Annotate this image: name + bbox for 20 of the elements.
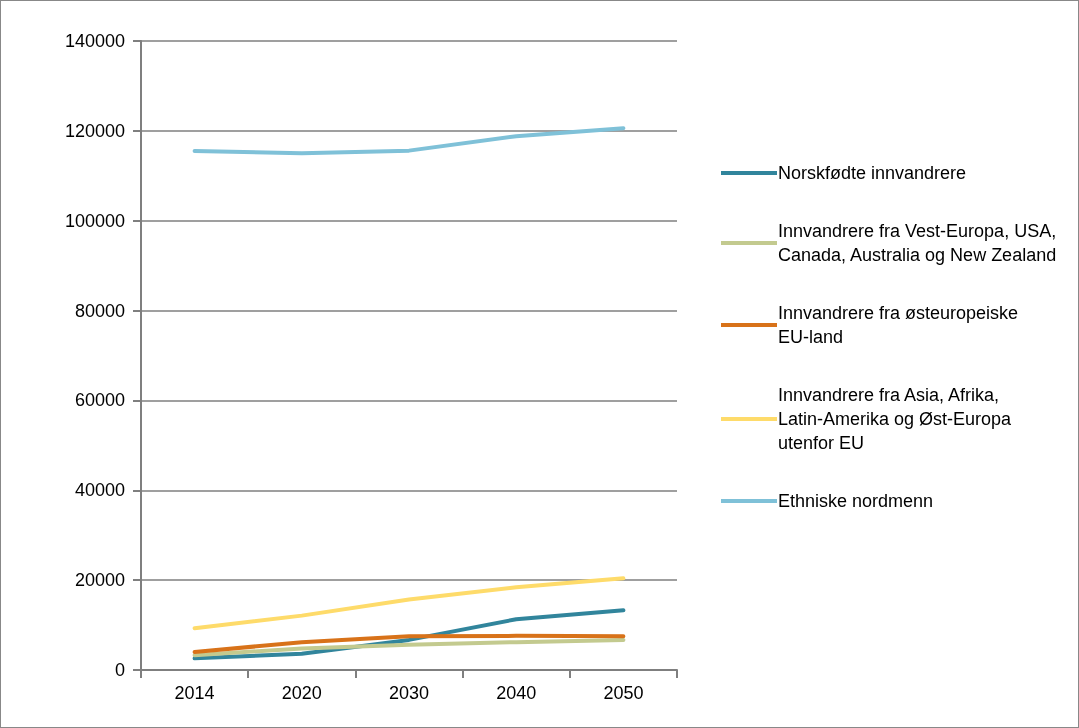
y-tick-label: 40000 [74, 480, 125, 501]
x-tick-label: 2030 [388, 683, 430, 703]
x-tick-label: 2014 [174, 683, 215, 703]
legend-label: Ethniske nordmenn [778, 491, 934, 511]
y-tick-label: 100000 [64, 210, 125, 231]
x-tick-label: 2040 [496, 683, 537, 703]
y-tick-label: 0 [114, 660, 125, 680]
y-tick-label: 120000 [64, 120, 125, 141]
line-series [192, 126, 626, 156]
legend-label: Innvandrere fra østeuropeiske EU-land [778, 303, 1024, 347]
y-tick-label: 60000 [74, 390, 125, 411]
legend-label: Norskfødte innvandrere [778, 163, 967, 183]
x-tick-label: 2020 [281, 683, 322, 703]
legend-label: Innvandrere fra Asia, Afrika, Latin-Amerika og Øst-Europa utenfor EU [778, 385, 1017, 453]
x-tick-label: 2050 [603, 683, 644, 703]
y-tick-label: 20000 [74, 570, 125, 591]
line-series [192, 576, 626, 631]
legend-label: Innvandrere fra Vest-Europa, USA, Canada, Australia og New Zealand [778, 221, 1062, 265]
y-tick-label: 140000 [64, 31, 125, 51]
y-tick-label: 80000 [74, 300, 125, 321]
